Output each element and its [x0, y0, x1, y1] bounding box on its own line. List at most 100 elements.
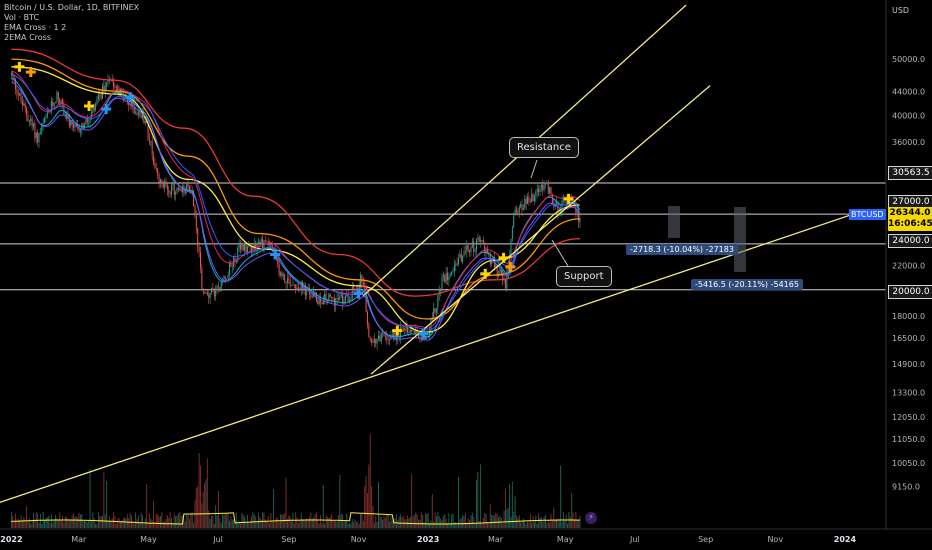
volume-bar [533, 522, 535, 528]
measure-label-1[interactable]: -2718.3 (-10.04%) -27183 [626, 244, 738, 255]
y-tick-label: 22000.0 [892, 262, 925, 271]
volume-bar [521, 520, 523, 528]
legend-title[interactable]: Bitcoin / U.S. Dollar, 1D, BITFINEX [4, 3, 140, 12]
candle-body [434, 308, 436, 313]
volume-bar [336, 521, 338, 528]
last-price-tag[interactable]: 26344.0 16:06:45 [888, 207, 932, 231]
currency-label[interactable]: USD [892, 6, 910, 15]
volume-bar [471, 512, 473, 528]
volume-bar [110, 521, 112, 528]
candle-body [60, 100, 62, 104]
lightning-icon[interactable]: ⚡ [585, 512, 597, 524]
candle-body [52, 101, 54, 107]
candle-body [455, 263, 457, 266]
candle-body [487, 248, 489, 253]
trendline[interactable] [0, 208, 867, 505]
candle-body [571, 199, 573, 202]
candle-body [578, 209, 580, 222]
volume-bar [386, 514, 388, 528]
volume-bar [259, 516, 261, 528]
volume-bar [481, 523, 483, 528]
volume-bar [500, 517, 502, 528]
candle-body [170, 184, 172, 195]
resistance-callout[interactable]: Resistance [509, 137, 579, 158]
volume-bar [487, 521, 489, 528]
volume-bar [125, 518, 127, 528]
candle-body [307, 286, 309, 289]
support-callout[interactable]: Support [556, 266, 612, 287]
candle-body [441, 277, 443, 291]
volume-bar [204, 483, 206, 528]
candle-body [322, 299, 324, 305]
volume-bar [423, 522, 425, 528]
measure-boxes[interactable] [668, 206, 746, 272]
volume-bar [431, 494, 433, 528]
candle-body [64, 113, 66, 115]
volume-bar [449, 523, 451, 528]
volume-bar [34, 519, 36, 528]
trendline[interactable] [370, 85, 711, 375]
level-tag-20000[interactable]: 20000.0 [888, 285, 932, 299]
candle-body [187, 184, 189, 188]
candle-body [99, 94, 101, 96]
candle-body [117, 86, 119, 91]
candle-body [532, 194, 534, 202]
measure-box-2[interactable] [734, 207, 746, 272]
volume-bar [49, 522, 51, 528]
volume-bar [246, 514, 248, 528]
volume-bar [543, 516, 545, 528]
volume-bar [507, 507, 509, 528]
candle-body [280, 272, 282, 276]
candle-body [176, 188, 178, 193]
volume-bar [551, 520, 553, 528]
cross-marker [418, 328, 429, 339]
candle-body [136, 112, 138, 115]
volume-bar [139, 522, 141, 528]
volume-bar [415, 512, 417, 528]
candle-body [562, 199, 564, 201]
candle-body [242, 244, 244, 251]
volume-bar [313, 517, 315, 528]
volume-bar [103, 472, 105, 528]
candle-body [244, 244, 246, 251]
level-tag-30563[interactable]: 30563.5 [888, 166, 932, 180]
candle-body [418, 333, 420, 338]
legend-volume[interactable]: Vol · BTC [4, 13, 40, 22]
candle-body [544, 182, 546, 185]
candle-body [478, 237, 480, 242]
candle-body [361, 275, 363, 283]
legend-2ema-cross[interactable]: 2EMA Cross [4, 33, 51, 42]
volume-bar [326, 516, 328, 528]
volume-bar [382, 519, 384, 528]
time-axis[interactable]: 2022 Mar May Jul Sep Nov 2023 Mar May Jul Sep Nov 20… [0, 535, 856, 544]
legend-ema-cross[interactable]: EMA Cross · 1 2 [4, 23, 67, 32]
measure-label-2[interactable]: -5416.5 (-20.11%) -54165 [691, 279, 803, 290]
candle-body [470, 246, 472, 252]
candle-body [44, 118, 46, 124]
volume-bar [335, 520, 337, 528]
volume-bar [79, 514, 81, 528]
candle-body [373, 339, 375, 343]
candle-body [518, 206, 520, 213]
level-tag-24000[interactable]: 24000.0 [888, 234, 932, 248]
candle-body [97, 94, 99, 100]
candle-body [471, 241, 473, 247]
volume-bar [514, 496, 516, 528]
candle-body [13, 76, 15, 80]
volume-bar [184, 521, 186, 528]
measure-box-1[interactable] [668, 206, 680, 238]
volume-bar [576, 520, 578, 528]
candle-body [376, 338, 378, 344]
candle-body [522, 207, 524, 210]
candle-body [549, 187, 551, 194]
ticker-symbol[interactable]: BTCUSD [849, 209, 886, 220]
candle-body [46, 111, 48, 118]
volume-bar [567, 523, 569, 528]
volume-bar [320, 515, 322, 528]
candle-body [565, 198, 567, 205]
volume-bar [506, 509, 508, 528]
volume-bar [463, 516, 465, 528]
volume-bar [372, 505, 374, 528]
volume-bar [239, 523, 241, 528]
